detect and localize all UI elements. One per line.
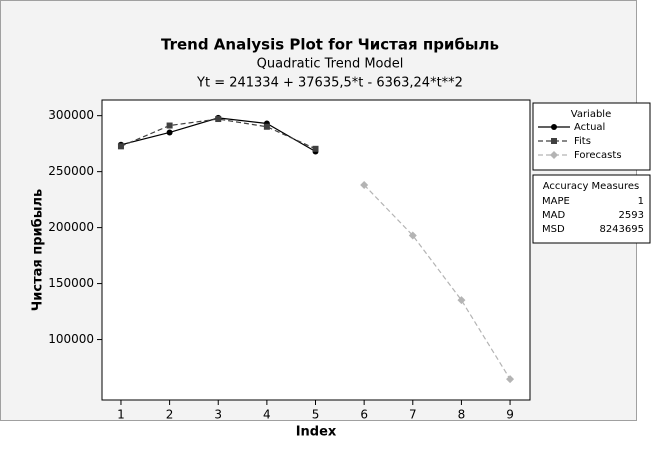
x-tick-label: 7 (409, 408, 417, 422)
point (166, 129, 173, 136)
y-tick-label: 250000 (48, 164, 94, 178)
legend-label: Forecasts (574, 150, 622, 161)
x-tick-label: 1 (117, 408, 125, 422)
legend-label: Fits (574, 136, 591, 147)
x-tick-label: 8 (458, 408, 466, 422)
series-line (363, 184, 511, 380)
point (215, 116, 222, 123)
x-tick-label: 3 (214, 408, 222, 422)
accuracy-value: 8243695 (599, 224, 644, 235)
accuracy-label: MAD (542, 210, 565, 221)
y-tick-label: 150000 (48, 276, 94, 290)
x-tick-label: 4 (263, 408, 271, 422)
y-tick-label: 100000 (48, 332, 94, 346)
point (360, 180, 369, 189)
accuracy-box (532, 174, 651, 244)
point (312, 145, 319, 152)
x-tick-label: 9 (506, 408, 514, 422)
x-axis-label: Index (296, 425, 337, 440)
chart-subtitle: Quadratic Trend Model (257, 57, 404, 72)
accuracy-label: MSD (542, 224, 565, 235)
chart-title: Trend Analysis Plot for Чистая прибыль (161, 36, 499, 54)
point (457, 296, 466, 305)
plot-area (101, 99, 531, 401)
accuracy-label: MAPE (542, 196, 570, 207)
legend-label: Actual (574, 122, 605, 133)
accuracy-value: 2593 (619, 210, 644, 221)
legend-box (532, 102, 651, 171)
point (506, 375, 515, 384)
equation: Yt = 241334 + 37635,5*t - 6363,24*t**2 (196, 76, 463, 91)
x-tick-label: 5 (312, 408, 320, 422)
point (551, 138, 557, 144)
point (166, 122, 173, 129)
x-tick-label: 6 (360, 408, 368, 422)
legend-title: Variable (571, 109, 612, 120)
accuracy-title: Accuracy Measures (543, 181, 640, 192)
accuracy-value: 1 (638, 196, 644, 207)
y-tick-label: 200000 (48, 220, 94, 234)
point (551, 124, 557, 130)
point (550, 151, 558, 159)
point (117, 143, 124, 150)
x-tick-label: 2 (166, 408, 174, 422)
y-axis-label: Чистая прибыль (31, 189, 46, 311)
series-line (120, 118, 316, 150)
point (263, 123, 270, 130)
point (408, 231, 417, 240)
y-tick-label: 300000 (48, 108, 94, 122)
